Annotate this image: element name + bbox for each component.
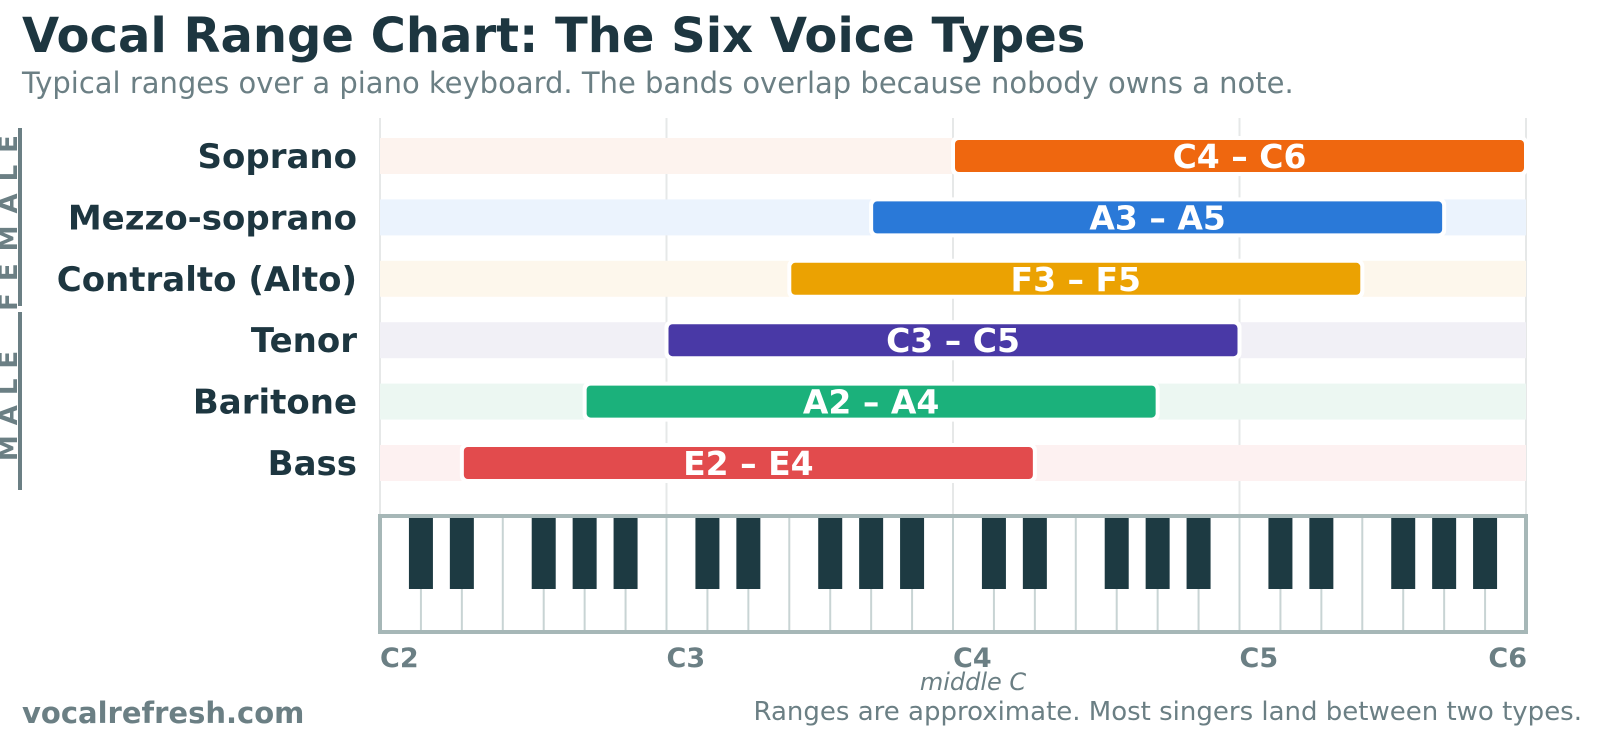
black-key [900, 516, 925, 589]
voice-type-label: Contralto (Alto) [57, 260, 357, 300]
tick-label-c5: C5 [1240, 643, 1279, 674]
range-bar [463, 447, 1033, 479]
group-label-male: MALE [0, 341, 24, 461]
middle-c-annotation: middle C [920, 668, 1027, 696]
voice-type-label: Bass [268, 444, 357, 484]
footnote: Ranges are approximate. Most singers lan… [753, 697, 1583, 727]
tick-label-c2: C2 [380, 643, 419, 674]
black-key [1473, 516, 1498, 589]
black-key [1145, 516, 1170, 589]
range-bar [873, 201, 1443, 234]
keyboard-frame [378, 514, 1528, 634]
voice-type-label: Soprano [198, 137, 357, 177]
range-bar-label: C4 – C6 [1173, 137, 1307, 176]
black-key [1104, 516, 1129, 589]
black-key [1432, 516, 1457, 589]
voice-type-labels: Soprano Mezzo-soprano Contralto (Alto) Teno… [57, 137, 357, 484]
black-key [981, 516, 1006, 589]
tick-label-c6: C6 [1488, 643, 1527, 674]
piano-keyboard [378, 514, 1528, 634]
black-key [1309, 516, 1334, 589]
black-key [613, 516, 638, 589]
black-key [1022, 516, 1047, 589]
site-name: vocalrefresh.com [22, 696, 305, 730]
group-label-female: FEMALE [0, 123, 24, 311]
black-key [1268, 516, 1293, 589]
range-bar-label: F3 – F5 [1011, 260, 1142, 299]
black-key [531, 516, 556, 589]
black-key [695, 516, 720, 589]
range-bar [955, 140, 1524, 172]
black-key [859, 516, 884, 589]
black-key [1391, 516, 1416, 589]
range-bar [668, 324, 1238, 357]
range-bars: C4 – C6 A3 – A5 F3 – F5 C3 – C5 A2 – A4 E2 – … [459, 136, 1528, 483]
tick-label-c3: C3 [667, 643, 706, 674]
range-bar-label: E2 – E4 [683, 444, 814, 483]
range-bar-label: C3 – C5 [886, 321, 1020, 360]
black-key [736, 516, 761, 589]
black-key [1186, 516, 1211, 589]
page-title: Vocal Range Chart: The Six Voice Types [22, 8, 1086, 64]
black-key [408, 516, 433, 589]
range-bar-label: A3 – A5 [1089, 198, 1225, 237]
group-labels: FEMALE MALE [0, 123, 24, 490]
range-bar [791, 262, 1361, 295]
tick-label-c4: C4 [953, 643, 992, 674]
black-key [449, 516, 474, 589]
x-axis-tick-labels: C2 C3 C4 C5 C6 [380, 643, 1527, 674]
range-bar-label: A2 – A4 [803, 383, 939, 422]
page-subtitle: Typical ranges over a piano keyboard. Th… [22, 66, 1294, 100]
range-bar [586, 385, 1156, 418]
voice-type-label: Baritone [193, 383, 357, 423]
voice-type-label: Tenor [251, 321, 357, 361]
black-key [818, 516, 843, 589]
black-key [572, 516, 597, 589]
voice-type-label: Mezzo-soprano [68, 198, 357, 238]
